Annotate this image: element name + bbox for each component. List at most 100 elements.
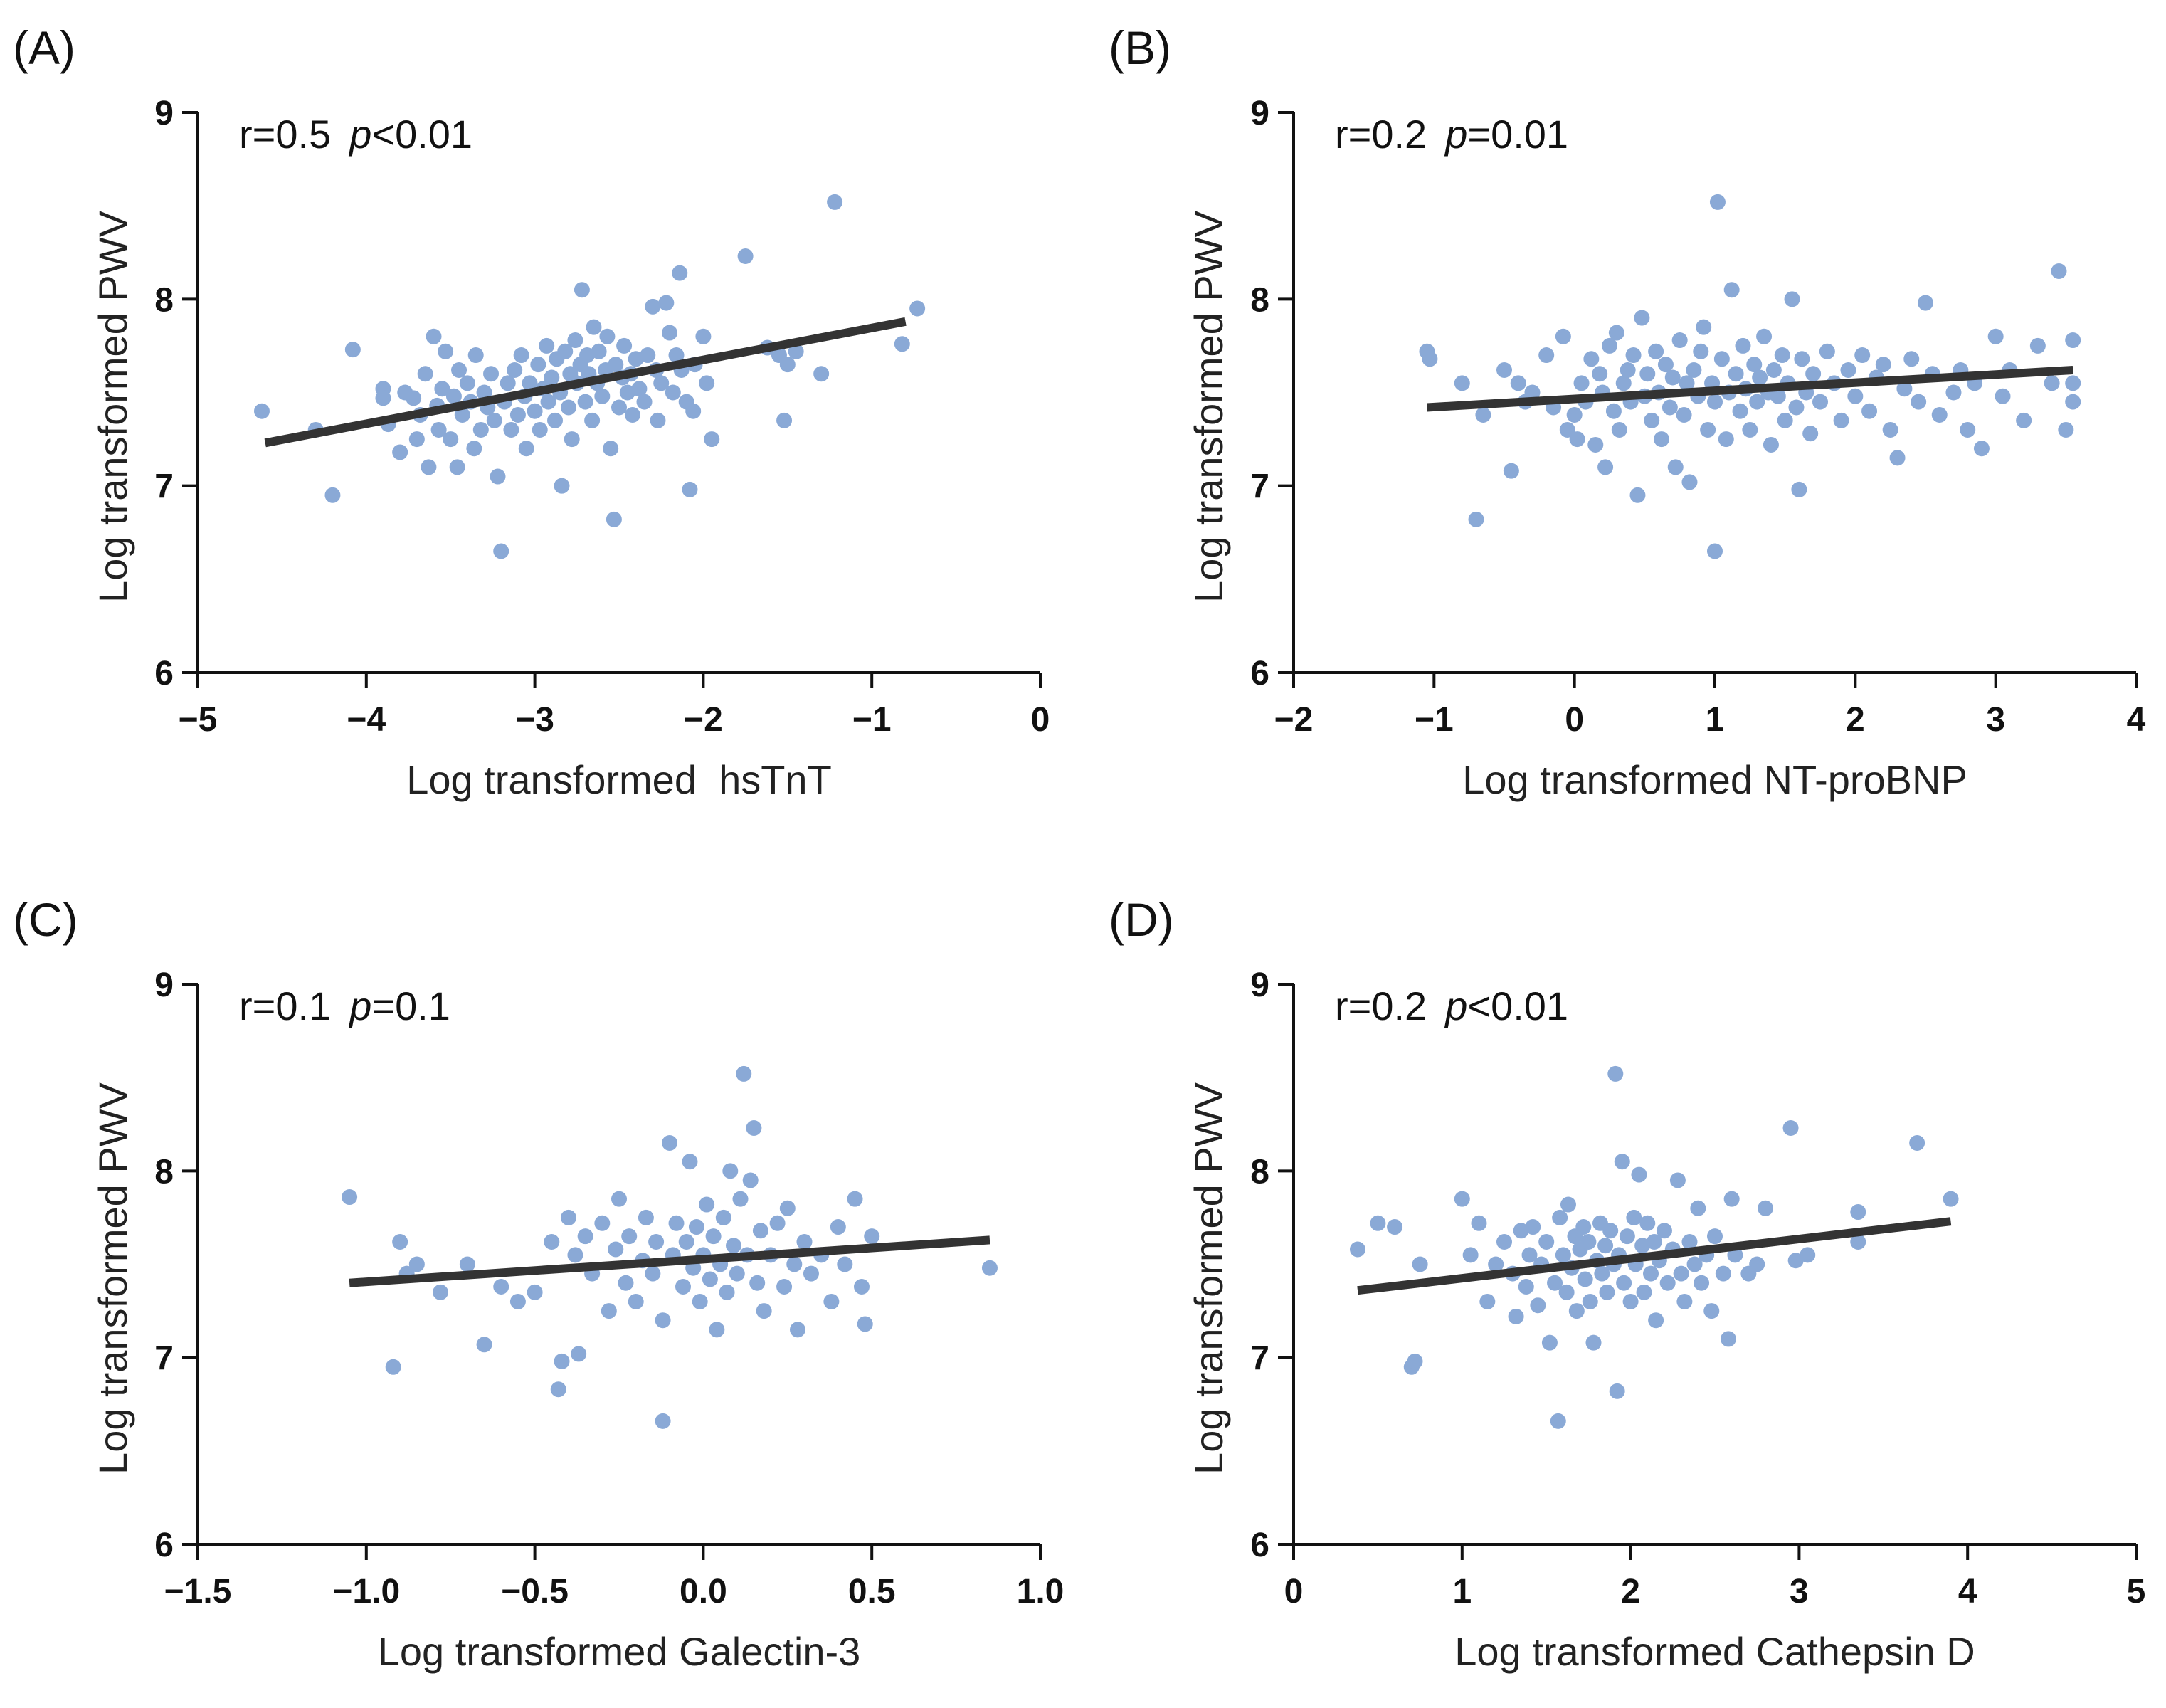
chart-panel-b: (B) r=0.2 p=0.01 6 7 8 9 −2 −1 0 1 2 3 4 Log transform… [1096,0,2163,840]
data-point [746,1119,762,1136]
data-point [788,343,804,359]
data-point [769,1215,786,1231]
data-point [2065,394,2081,410]
data-point [544,1234,560,1250]
y-tick-label: 9 [1250,95,1269,132]
data-point [668,1215,685,1231]
data-point [1616,1275,1632,1291]
data-point [1812,394,1828,410]
data-point [392,1234,408,1250]
panel-label: (B) [1109,21,1171,74]
data-point [554,478,570,494]
x-tick-label: 0 [1031,701,1050,739]
data-point [1945,384,1962,401]
data-point [1720,1331,1736,1347]
data-point [591,343,607,359]
data-point [1471,1215,1487,1231]
data-point [490,468,506,485]
data-point [1573,375,1590,391]
data-point [672,265,688,281]
data-point [432,1284,448,1300]
x-tick-label: −1.0 [332,1573,400,1611]
data-point [1602,337,1617,354]
r-value: r=0.2 [1335,984,1427,1028]
data-point [1648,1312,1664,1329]
data-point [1577,1271,1593,1287]
data-point [1575,1219,1592,1235]
p-symbol: p [348,984,371,1028]
x-tick-label: −2 [1274,701,1314,739]
data-point [1819,343,1835,359]
data-point [648,1234,665,1250]
data-point [2029,337,2046,354]
data-point [1882,421,1898,438]
data-point [796,1234,813,1250]
data-point [1676,1293,1693,1309]
data-point [1525,1219,1541,1235]
data-point [459,375,475,391]
data-point [752,1223,768,1239]
data-point [682,481,698,497]
data-point [408,431,425,448]
y-tick-label: 7 [1250,468,1269,506]
data-point [1538,1234,1555,1250]
data-point [1639,1215,1656,1231]
data-point [406,390,422,406]
x-tick-label: 5 [2127,1573,2146,1611]
data-point [1555,1247,1571,1263]
data-point [1521,1247,1538,1263]
data-point [483,366,500,382]
data-point [749,1275,766,1291]
data-point [1707,1228,1723,1245]
data-point [426,328,442,344]
data-point [779,1200,796,1216]
data-point [1657,357,1674,373]
data-point [640,347,656,364]
data-point [726,1238,742,1254]
data-point [1619,1228,1635,1245]
data-point [1496,1234,1512,1250]
data-point [678,1234,694,1250]
y-axis-title: Log transformed PWV [1186,1082,1231,1475]
data-point [532,421,548,438]
data-point [1488,1256,1504,1272]
data-point [616,337,633,354]
data-point [1560,1196,1576,1213]
data-point [454,406,470,423]
data-point [1723,282,1740,298]
data-point [1592,366,1608,382]
data-point [1475,406,1491,423]
x-tick-label: 1 [1706,701,1725,739]
data-point [1681,474,1698,490]
data-point [544,369,560,386]
data-point [1626,1209,1642,1225]
data-point [1622,1293,1639,1309]
data-point [1559,421,1575,438]
data-point [421,459,437,475]
data-point [1671,332,1688,349]
data-point [1690,1200,1706,1216]
data-point [1756,328,1773,344]
data-point [1718,431,1734,448]
y-axis-title: Log transformed PWV [90,210,135,603]
data-point [1659,1275,1676,1291]
y-axis-title: Log transformed PWV [1186,210,1231,603]
r-value: r=0.2 [1335,112,1427,157]
data-point [1931,406,1948,423]
y-tick-label: 6 [154,655,174,692]
data-point [1654,431,1670,448]
data-point [1676,406,1692,423]
data-point [1765,362,1782,379]
data-point [594,388,611,404]
data-point [702,1271,718,1287]
data-point [709,1322,725,1338]
data-point [729,1265,745,1282]
data-point [1597,1238,1614,1254]
data-point [1889,450,1906,466]
data-point [449,459,465,475]
data-point [577,1228,593,1245]
data-point [1629,487,1646,503]
data-point [493,543,509,559]
data-point [606,511,622,527]
data-point [2065,332,2081,349]
